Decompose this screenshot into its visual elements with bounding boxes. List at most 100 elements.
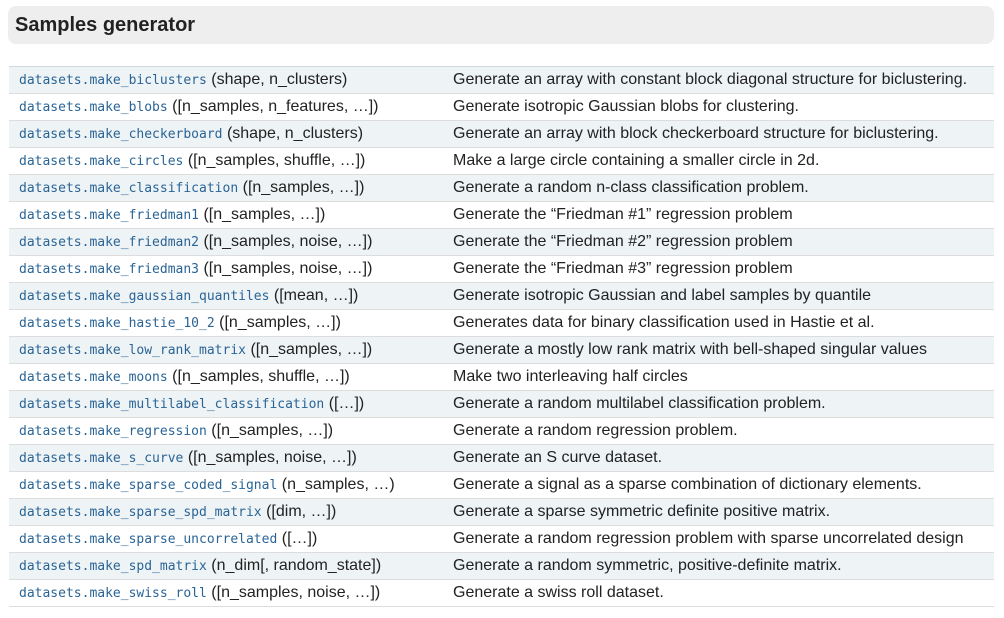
function-link[interactable]: datasets.make_friedman2 <box>19 235 200 250</box>
function-cell: datasets.make_friedman2 ([n_samples, noi… <box>9 229 451 256</box>
function-description: Generate a random multilabel classificat… <box>453 395 826 412</box>
function-description: Generate a mostly low rank matrix with b… <box>453 341 927 358</box>
function-link[interactable]: datasets.make_biclusters <box>19 73 207 88</box>
function-cell: datasets.make_classification ([n_samples… <box>9 175 451 202</box>
function-description: Generate a random symmetric, positive-de… <box>453 557 842 574</box>
function-signature: ([mean, …]) <box>273 287 359 304</box>
function-cell: datasets.make_sparse_spd_matrix ([dim, …… <box>9 499 451 526</box>
function-cell: datasets.make_moons ([n_samples, shuffle… <box>9 364 451 391</box>
function-description: Generate a swiss roll dataset. <box>453 584 664 601</box>
description-cell: Generate an S curve dataset. <box>451 445 994 472</box>
table-row: datasets.make_regression ([n_samples, …]… <box>9 417 994 445</box>
description-cell: Generate an array with constant block di… <box>451 67 994 94</box>
function-link[interactable]: datasets.make_gaussian_quantiles <box>19 289 270 304</box>
function-link[interactable]: datasets.make_circles <box>19 154 184 169</box>
function-description: Generate an array with block checkerboar… <box>453 125 939 142</box>
function-signature: ([n_samples, n_features, …]) <box>172 98 379 115</box>
function-link[interactable]: datasets.make_spd_matrix <box>19 559 207 574</box>
function-description: Make a large circle containing a smaller… <box>453 152 820 169</box>
description-cell: Generate a random regression problem wit… <box>451 526 994 553</box>
function-link[interactable]: datasets.make_sparse_spd_matrix <box>19 505 262 520</box>
table-row: datasets.make_friedman3 ([n_samples, noi… <box>9 255 994 283</box>
function-cell: datasets.make_sparse_coded_signal (n_sam… <box>9 472 451 499</box>
function-signature: ([n_samples, noise, …]) <box>187 449 357 466</box>
function-description: Generate a random regression problem wit… <box>453 530 964 547</box>
table-row: datasets.make_multilabel_classification … <box>9 390 994 418</box>
function-signature: ([n_samples, …]) <box>203 206 326 223</box>
function-link[interactable]: datasets.make_sparse_coded_signal <box>19 478 278 493</box>
table-row: datasets.make_checkerboard (shape, n_clu… <box>9 120 994 148</box>
description-cell: Generate isotropic Gaussian and label sa… <box>451 283 994 310</box>
description-cell: Generate a swiss roll dataset. <box>451 580 994 607</box>
function-link[interactable]: datasets.make_sparse_uncorrelated <box>19 532 278 547</box>
table-row: datasets.make_swiss_roll ([n_samples, no… <box>9 579 994 607</box>
function-link[interactable]: datasets.make_friedman1 <box>19 208 200 223</box>
description-cell: Make a large circle containing a smaller… <box>451 148 994 175</box>
function-signature: ([n_samples, shuffle, …]) <box>172 368 350 385</box>
function-cell: datasets.make_blobs ([n_samples, n_featu… <box>9 94 451 121</box>
function-description: Generate a sparse symmetric definite pos… <box>453 503 831 520</box>
function-signature: ([…]) <box>328 395 365 412</box>
function-description: Generate a random n-class classification… <box>453 179 809 196</box>
function-link[interactable]: datasets.make_swiss_roll <box>19 586 207 601</box>
function-cell: datasets.make_spd_matrix (n_dim[, random… <box>9 553 451 580</box>
description-cell: Generate a sparse symmetric definite pos… <box>451 499 994 526</box>
api-table-body: datasets.make_biclusters (shape, n_clust… <box>9 66 994 607</box>
function-cell: datasets.make_checkerboard (shape, n_clu… <box>9 121 451 148</box>
description-cell: Generate the “Friedman #1” regression pr… <box>451 202 994 229</box>
table-row: datasets.make_friedman1 ([n_samples, …])… <box>9 201 994 229</box>
function-cell: datasets.make_circles ([n_samples, shuff… <box>9 148 451 175</box>
function-description: Generate an array with constant block di… <box>453 71 968 88</box>
description-cell: Generate a random symmetric, positive-de… <box>451 553 994 580</box>
description-cell: Generate an array with block checkerboar… <box>451 121 994 148</box>
description-cell: Generate a signal as a sparse combinatio… <box>451 472 994 499</box>
function-link[interactable]: datasets.make_low_rank_matrix <box>19 343 246 358</box>
description-cell: Generate isotropic Gaussian blobs for cl… <box>451 94 994 121</box>
table-row: datasets.make_gaussian_quantiles ([mean,… <box>9 282 994 310</box>
function-signature: ([n_samples, …]) <box>211 422 334 439</box>
table-row: datasets.make_moons ([n_samples, shuffle… <box>9 363 994 391</box>
table-row: datasets.make_blobs ([n_samples, n_featu… <box>9 93 994 121</box>
function-cell: datasets.make_hastie_10_2 ([n_samples, …… <box>9 310 451 337</box>
function-cell: datasets.make_sparse_uncorrelated ([…]) <box>9 526 451 553</box>
function-description: Generate the “Friedman #3” regression pr… <box>453 260 793 277</box>
function-link[interactable]: datasets.make_checkerboard <box>19 127 223 142</box>
function-link[interactable]: datasets.make_friedman3 <box>19 262 200 277</box>
function-link[interactable]: datasets.make_classification <box>19 181 239 196</box>
function-link[interactable]: datasets.make_moons <box>19 370 168 385</box>
function-signature: ([n_samples, …]) <box>242 179 365 196</box>
table-row: datasets.make_s_curve ([n_samples, noise… <box>9 444 994 472</box>
description-cell: Generate the “Friedman #3” regression pr… <box>451 256 994 283</box>
function-description: Generate a signal as a sparse combinatio… <box>453 476 922 493</box>
function-description: Generate isotropic Gaussian blobs for cl… <box>453 98 799 115</box>
section-header: Samples generator <box>8 6 994 44</box>
function-description: Generate the “Friedman #2” regression pr… <box>453 233 793 250</box>
function-description: Generate a random regression problem. <box>453 422 738 439</box>
function-link[interactable]: datasets.make_multilabel_classification <box>19 397 325 412</box>
function-link[interactable]: datasets.make_blobs <box>19 100 168 115</box>
function-cell: datasets.make_gaussian_quantiles ([mean,… <box>9 283 451 310</box>
function-description: Generate the “Friedman #1” regression pr… <box>453 206 793 223</box>
description-cell: Generate a random n-class classification… <box>451 175 994 202</box>
function-cell: datasets.make_friedman1 ([n_samples, …]) <box>9 202 451 229</box>
table-row: datasets.make_friedman2 ([n_samples, noi… <box>9 228 994 256</box>
function-link[interactable]: datasets.make_hastie_10_2 <box>19 316 215 331</box>
function-signature: (n_dim[, random_state]) <box>211 557 382 574</box>
function-signature: ([n_samples, …]) <box>250 341 373 358</box>
function-cell: datasets.make_swiss_roll ([n_samples, no… <box>9 580 451 607</box>
table-row: datasets.make_classification ([n_samples… <box>9 174 994 202</box>
function-link[interactable]: datasets.make_s_curve <box>19 451 184 466</box>
function-cell: datasets.make_friedman3 ([n_samples, noi… <box>9 256 451 283</box>
description-cell: Generate a mostly low rank matrix with b… <box>451 337 994 364</box>
table-row: datasets.make_sparse_spd_matrix ([dim, …… <box>9 498 994 526</box>
function-signature: ([n_samples, …]) <box>219 314 341 331</box>
function-description: Make two interleaving half circles <box>453 368 688 385</box>
function-cell: datasets.make_regression ([n_samples, …]… <box>9 418 451 445</box>
section-title: Samples generator <box>15 14 196 36</box>
function-signature: ([…]) <box>281 530 318 547</box>
function-link[interactable]: datasets.make_regression <box>19 424 207 439</box>
function-signature: ([n_samples, noise, …]) <box>203 260 373 277</box>
api-table: datasets.make_biclusters (shape, n_clust… <box>9 66 994 607</box>
table-row: datasets.make_hastie_10_2 ([n_samples, …… <box>9 309 994 337</box>
function-signature: ([n_samples, shuffle, …]) <box>187 152 366 169</box>
